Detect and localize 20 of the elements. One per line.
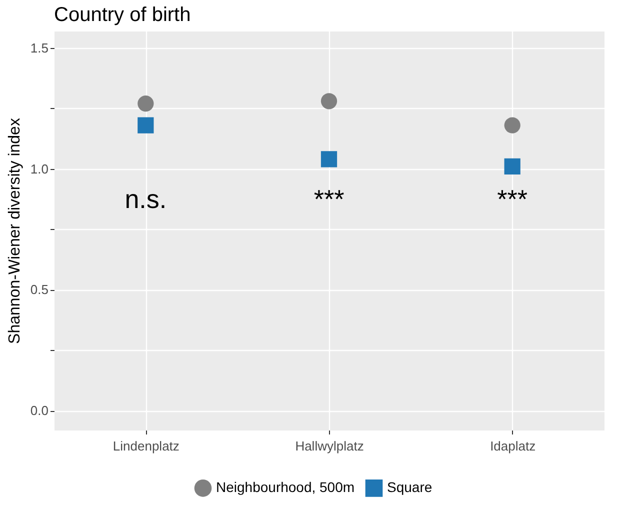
x-tick-label: Hallwylplatz bbox=[295, 438, 364, 454]
legend-label: Square bbox=[387, 479, 432, 496]
chart-title: Country of birth bbox=[54, 4, 191, 26]
y-axis-title: Shannon-Wiener diversity index bbox=[6, 118, 24, 344]
point bbox=[504, 158, 520, 174]
annotation: *** bbox=[497, 184, 528, 214]
x-tick-label: Idaplatz bbox=[490, 438, 536, 454]
annotation: n.s. bbox=[124, 184, 167, 214]
point bbox=[320, 151, 338, 168]
y-tick-label: 1.0 bbox=[30, 161, 48, 176]
point bbox=[320, 93, 338, 110]
x-tick-label: Lindenplatz bbox=[112, 438, 180, 454]
legend-label: Neighbourhood, 500m bbox=[216, 479, 355, 496]
y-tick-label: 0.0 bbox=[30, 403, 48, 418]
annotation: *** bbox=[314, 184, 344, 214]
point bbox=[138, 117, 154, 134]
y-tick-label: 0.5 bbox=[30, 282, 48, 298]
point bbox=[138, 96, 154, 112]
point bbox=[504, 117, 520, 134]
y-tick-label: 1.5 bbox=[30, 40, 48, 56]
